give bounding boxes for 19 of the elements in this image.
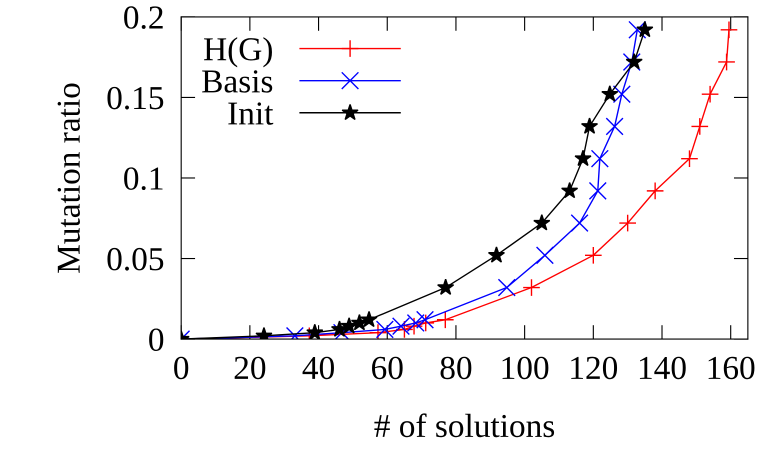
- y-tick-label: 0: [149, 328, 164, 351]
- legend-label: Init: [228, 102, 274, 125]
- x-tick-label: 20: [234, 356, 266, 380]
- y-tick-label: 0.2: [124, 6, 163, 29]
- x-tick-label: 140: [640, 356, 686, 380]
- x-tick-label: 120: [571, 356, 618, 380]
- x-tick-label: 0: [174, 356, 188, 380]
- x-tick-label: 60: [372, 356, 403, 380]
- legend-label: H(G): [204, 37, 272, 68]
- legend-label: Basis: [202, 70, 272, 93]
- y-tick-label: 0.1: [124, 167, 163, 190]
- y-tick-label: 0.05: [107, 248, 164, 271]
- x-tick-label: 100: [502, 356, 548, 380]
- y-tick-label: 0.15: [107, 86, 164, 110]
- x-tick-label: 40: [302, 356, 334, 380]
- x-tick-label: 80: [440, 356, 472, 380]
- x-axis-title: # of solutions: [374, 413, 554, 438]
- x-tick-label: 160: [708, 356, 754, 380]
- y-axis-title: Mutation ratio: [58, 83, 80, 273]
